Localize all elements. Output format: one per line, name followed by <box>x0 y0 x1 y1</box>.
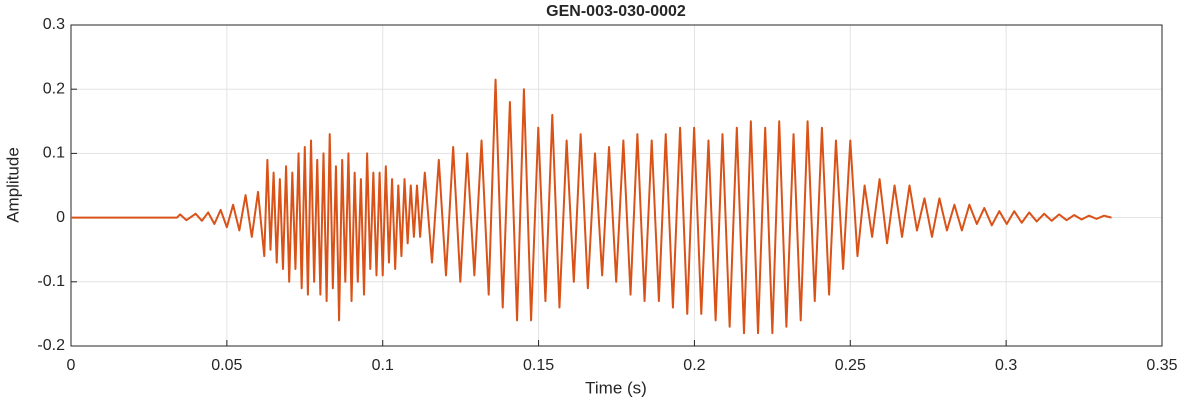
x-tick-label: 0.05 <box>211 357 242 374</box>
x-tick-label: 0.15 <box>523 357 554 374</box>
y-tick-label: -0.1 <box>37 273 65 290</box>
x-tick-label: 0.25 <box>835 357 866 374</box>
x-tick-label: 0.35 <box>1146 357 1177 374</box>
y-axis-label: Amplitude <box>3 147 22 223</box>
waveform-line <box>71 78 1112 335</box>
x-tick-label: 0.1 <box>372 357 394 374</box>
x-axis-label: Time (s) <box>585 378 647 397</box>
y-tick-label: -0.2 <box>37 337 65 354</box>
plot-frame <box>70 24 1163 347</box>
y-tick-label: 0.1 <box>43 145 65 162</box>
x-tick-label: 0.3 <box>995 357 1017 374</box>
x-tick-label: 0 <box>67 357 76 374</box>
y-tick-label: 0.3 <box>43 16 65 33</box>
y-tick-label: 0 <box>56 209 65 226</box>
y-tick-label: 0.2 <box>43 80 65 97</box>
chart-title: GEN-003-030-0002 <box>546 3 686 20</box>
x-tick-label: 0.2 <box>683 357 705 374</box>
